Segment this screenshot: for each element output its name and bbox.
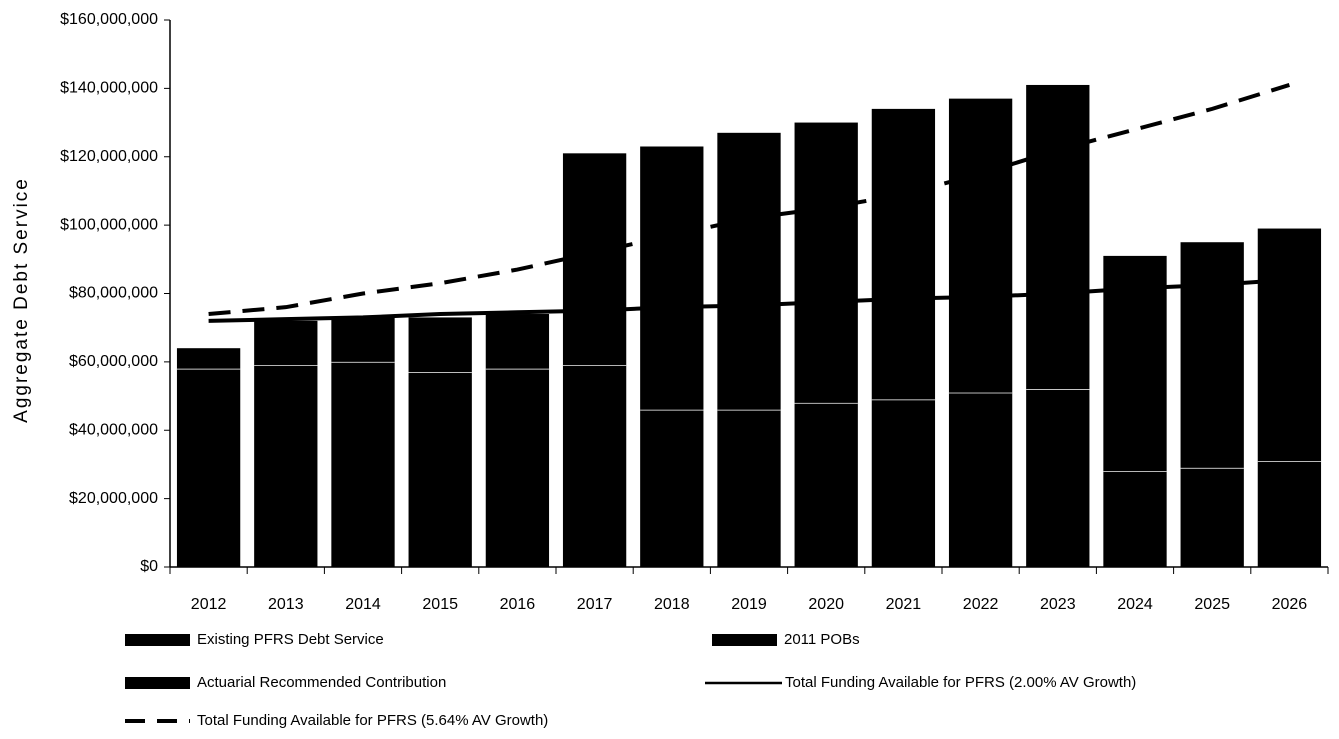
x-tick-label: 2022 — [963, 596, 999, 613]
x-tick-label: 2024 — [1117, 596, 1153, 613]
legend-label: Actuarial Recommended Contribution — [197, 674, 446, 691]
bar-segment — [562, 365, 627, 567]
bar-segment — [1026, 389, 1090, 567]
bar-segment — [176, 368, 241, 567]
bar-segment — [562, 153, 627, 366]
x-tick-label: 2026 — [1272, 596, 1308, 613]
bar-segment — [1026, 84, 1090, 390]
bar-segment — [1103, 255, 1167, 472]
bar-segment — [640, 146, 704, 410]
bar-segment — [408, 317, 472, 373]
bar-segment — [717, 132, 781, 410]
legend-label: 2011 POBs — [784, 631, 860, 648]
x-tick-label: 2012 — [191, 596, 227, 613]
legend-swatch — [125, 634, 190, 646]
y-tick-label: $60,000,000 — [69, 353, 158, 370]
bar-segment — [1180, 242, 1244, 468]
bar-segment — [1103, 471, 1167, 567]
x-tick-label: 2015 — [422, 596, 458, 613]
y-tick-label: $140,000,000 — [60, 80, 158, 97]
x-tick-label: 2018 — [654, 596, 690, 613]
bar-segment — [485, 314, 550, 369]
legend-label: Total Funding Available for PFRS (2.00% … — [785, 674, 1136, 691]
x-tick-label: 2017 — [577, 596, 613, 613]
y-tick-label: $0 — [140, 558, 158, 575]
bar-segment — [254, 365, 318, 567]
line — [208, 277, 1290, 323]
y-tick-label: $80,000,000 — [69, 285, 158, 302]
bar-segment — [794, 122, 858, 403]
legend-label: Existing PFRS Debt Service — [197, 631, 384, 648]
x-tick-label: 2019 — [731, 596, 767, 613]
bar-segment — [717, 409, 781, 567]
legend-label: Total Funding Available for PFRS (5.64% … — [197, 712, 548, 729]
x-tick-label: 2016 — [500, 596, 536, 613]
y-tick-label: $160,000,000 — [60, 11, 158, 28]
x-tick-label: 2020 — [808, 596, 844, 613]
x-tick-label: 2014 — [345, 596, 381, 613]
bar-segment — [794, 402, 858, 567]
x-tick-label: 2021 — [886, 596, 922, 613]
bar-segment — [408, 372, 472, 567]
bar-segment — [640, 409, 704, 567]
y-tick-label: $40,000,000 — [69, 421, 158, 438]
bar-segment — [948, 98, 1013, 393]
x-tick-label: 2025 — [1194, 596, 1230, 613]
legend-swatch — [125, 677, 190, 689]
y-tick-label: $100,000,000 — [60, 216, 158, 233]
y-tick-label: $20,000,000 — [69, 490, 158, 507]
legend-swatch — [712, 634, 777, 646]
x-tick-label: 2023 — [1040, 596, 1076, 613]
bar-segment — [1180, 467, 1244, 567]
x-tick-label: 2013 — [268, 596, 304, 613]
y-axis-title: Aggregate Debt Service — [11, 177, 32, 423]
bar-segment — [948, 392, 1013, 567]
line — [208, 83, 1290, 317]
bar-segment — [254, 320, 318, 366]
bar-segment — [1257, 461, 1322, 567]
bar-segment — [871, 399, 936, 567]
bar-segment — [485, 368, 550, 567]
y-tick-label: $120,000,000 — [60, 148, 158, 165]
bar-segment — [871, 108, 936, 400]
bar-segment — [331, 317, 395, 362]
bar-segment — [1257, 228, 1322, 462]
bar-segment — [331, 361, 395, 567]
bar-segment — [176, 348, 241, 369]
